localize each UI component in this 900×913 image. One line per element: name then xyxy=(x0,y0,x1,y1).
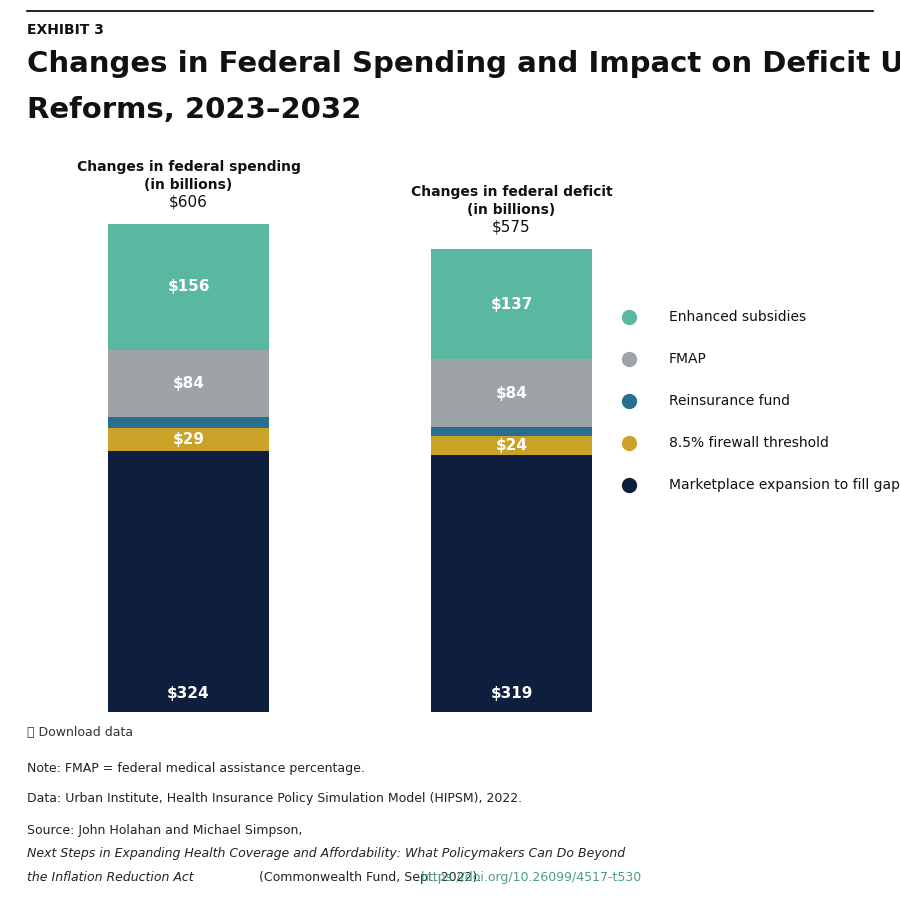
Bar xyxy=(431,360,592,427)
Text: Note: FMAP = federal medical assistance percentage.: Note: FMAP = federal medical assistance … xyxy=(27,762,364,775)
Bar xyxy=(108,451,269,712)
Text: (Commonwealth Fund, Sept. 2022).: (Commonwealth Fund, Sept. 2022). xyxy=(255,871,485,884)
Text: https://doi.org/10.26099/4517-t530: https://doi.org/10.26099/4517-t530 xyxy=(421,871,643,884)
Text: $319: $319 xyxy=(491,686,533,701)
Text: (in billions): (in billions) xyxy=(467,203,555,216)
Text: $137: $137 xyxy=(491,297,533,311)
Text: Marketplace expansion to fill gap: Marketplace expansion to fill gap xyxy=(669,478,900,492)
Text: Changes in federal deficit: Changes in federal deficit xyxy=(410,185,612,199)
Text: Changes in Federal Spending and Impact on Deficit Under: Changes in Federal Spending and Impact o… xyxy=(27,50,900,79)
Bar xyxy=(431,249,592,360)
Text: $606: $606 xyxy=(169,194,208,209)
Text: ⤓ Download data: ⤓ Download data xyxy=(27,726,133,739)
Bar xyxy=(108,417,269,428)
Text: the Inflation Reduction Act: the Inflation Reduction Act xyxy=(27,871,194,884)
Text: $29: $29 xyxy=(173,432,204,447)
Text: $324: $324 xyxy=(167,686,210,701)
Text: Enhanced subsidies: Enhanced subsidies xyxy=(669,310,806,324)
Bar xyxy=(431,427,592,436)
Bar xyxy=(108,428,269,451)
Bar xyxy=(108,224,269,350)
Text: $575: $575 xyxy=(492,219,531,235)
Text: Next Steps in Expanding Health Coverage and Affordability: What Policymakers Can: Next Steps in Expanding Health Coverage … xyxy=(27,847,625,860)
Text: FMAP: FMAP xyxy=(669,352,707,366)
Text: 8.5% firewall threshold: 8.5% firewall threshold xyxy=(669,436,829,450)
Bar xyxy=(108,350,269,417)
Text: Source: John Holahan and Michael Simpson,: Source: John Holahan and Michael Simpson… xyxy=(27,824,306,836)
Text: EXHIBIT 3: EXHIBIT 3 xyxy=(27,23,104,37)
Bar xyxy=(431,436,592,456)
Text: $24: $24 xyxy=(496,438,527,453)
Text: $84: $84 xyxy=(496,385,527,401)
Text: Reinsurance fund: Reinsurance fund xyxy=(669,394,789,408)
Bar xyxy=(431,456,592,712)
Text: Data: Urban Institute, Health Insurance Policy Simulation Model (HIPSM), 2022.: Data: Urban Institute, Health Insurance … xyxy=(27,792,522,805)
Text: Reforms, 2023–2032: Reforms, 2023–2032 xyxy=(27,96,362,124)
Text: $156: $156 xyxy=(167,279,210,294)
Text: Changes in federal spending: Changes in federal spending xyxy=(76,160,301,174)
Text: $84: $84 xyxy=(173,376,204,391)
Text: (in billions): (in billions) xyxy=(144,178,232,192)
